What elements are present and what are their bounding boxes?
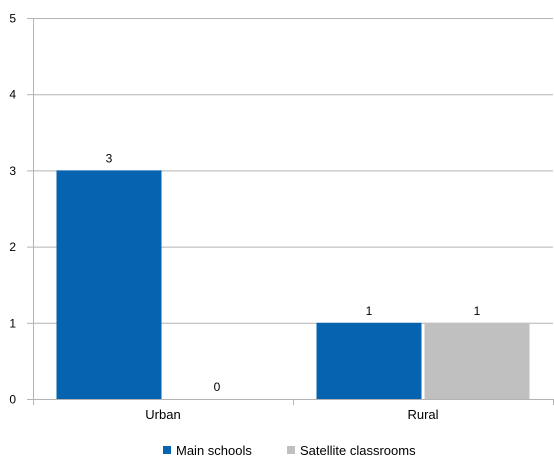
- y-tick-label-0: 0: [9, 393, 16, 407]
- bar-rural-series-0: [316, 322, 422, 399]
- y-tick-label-1: 1: [9, 316, 16, 330]
- legend-swatch-series-0: [163, 446, 171, 454]
- y-tick-label-3: 3: [9, 164, 16, 178]
- y-tick-labels: 0 1 2 3 4 5: [9, 12, 16, 407]
- x-category-label-urban: Urban: [145, 407, 180, 422]
- data-label-urban-series-1: 0: [214, 380, 221, 394]
- bar-urban-series-0: [56, 170, 162, 399]
- legend-label-series-1: Satellite classrooms: [300, 443, 416, 458]
- data-label-rural-series-0: 1: [366, 304, 373, 318]
- data-labels: 3 0 1 1: [106, 151, 481, 394]
- x-category-labels: Urban Rural: [145, 407, 438, 422]
- bars: [56, 170, 530, 399]
- data-label-urban-series-0: 3: [106, 151, 113, 165]
- axes: [27, 18, 554, 405]
- x-category-label-rural: Rural: [407, 407, 438, 422]
- legend-label-series-0: Main schools: [176, 443, 252, 458]
- legend: Main schools Satellite classrooms: [163, 443, 416, 458]
- y-tick-label-5: 5: [9, 12, 16, 26]
- y-tick-label-2: 2: [9, 240, 16, 254]
- bar-rural-series-1: [424, 322, 530, 399]
- y-tick-label-4: 4: [9, 88, 16, 102]
- data-label-rural-series-1: 1: [474, 304, 481, 318]
- legend-swatch-series-1: [287, 446, 295, 454]
